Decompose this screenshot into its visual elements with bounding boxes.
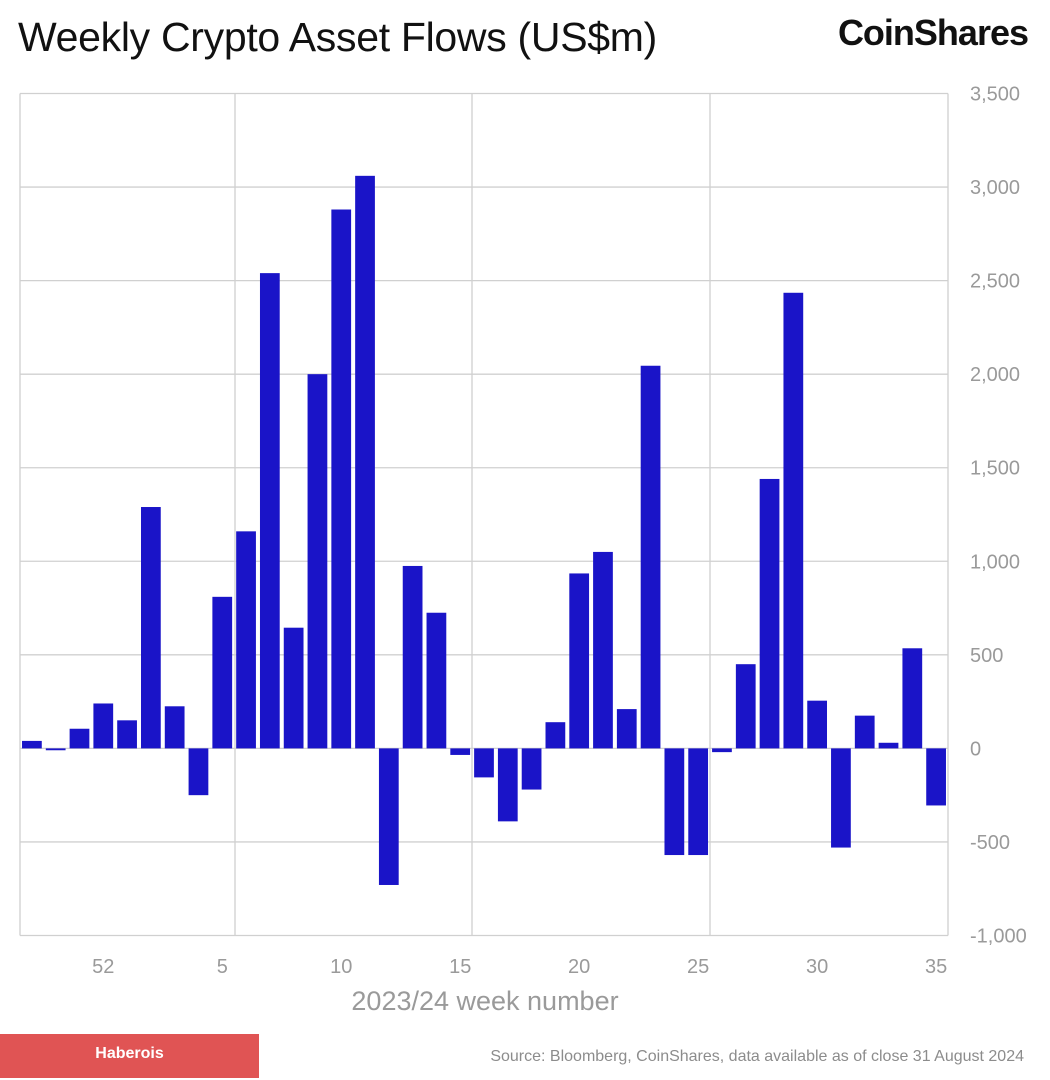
bar (854, 715, 875, 749)
bar (117, 720, 137, 749)
bar (307, 374, 328, 749)
bar (831, 748, 851, 848)
bar (902, 648, 923, 749)
bar (22, 740, 42, 749)
bar (926, 748, 946, 806)
bar (164, 706, 185, 749)
bar (45, 748, 66, 751)
bar (807, 700, 828, 749)
x-tick-label: 20 (568, 956, 590, 978)
bar (212, 596, 233, 749)
bar (378, 748, 399, 885)
bar-chart: 3,500 3,000 2,500 2,000 1,500 1,000 500 0 -500 -1… (19, 84, 1027, 978)
bar (569, 573, 590, 749)
bar (712, 748, 732, 753)
x-tick-label: 35 (925, 956, 947, 978)
bar (616, 709, 637, 749)
bar (593, 551, 613, 749)
bar (735, 664, 756, 749)
y-tick-label: 0 (970, 738, 981, 760)
x-axis-tick-labels: 52 5 10 15 20 25 30 35 (92, 956, 947, 978)
bar (759, 478, 780, 749)
y-axis-tick-labels: 3,500 3,000 2,500 2,000 1,500 1,000 500 0 -500 -1… (970, 84, 1027, 948)
bar (69, 728, 90, 749)
x-axis-label: 2023/24 week number (351, 986, 619, 1016)
y-tick-label: 3,000 (970, 177, 1020, 199)
horizontal-gridlines (20, 92, 948, 937)
y-tick-label: 2,000 (970, 364, 1020, 386)
bar (283, 627, 304, 749)
bar (140, 507, 161, 749)
x-tick-label: 25 (687, 956, 709, 978)
y-tick-label: -1,000 (970, 926, 1027, 948)
bar (188, 748, 209, 796)
bar (545, 722, 566, 749)
bar (259, 273, 280, 749)
watermark-badge: Haberois (0, 1034, 259, 1078)
bar (783, 292, 804, 749)
bar (521, 748, 542, 790)
bar (878, 742, 899, 749)
vertical-gridlines (19, 93, 949, 936)
bar-series (22, 175, 946, 885)
coinshares-logo: CoinShares (837, 12, 1029, 53)
bar (688, 748, 709, 856)
bar (236, 531, 256, 749)
x-tick-label: 30 (806, 956, 828, 978)
y-tick-label: 500 (970, 645, 1003, 667)
bar (93, 703, 114, 749)
bar (640, 365, 661, 749)
y-tick-label: -500 (970, 832, 1010, 854)
y-tick-label: 2,500 (970, 271, 1020, 293)
y-tick-label: 1,500 (970, 458, 1020, 480)
bar (355, 175, 375, 749)
source-note: Source: Bloomberg, CoinShares, data avai… (490, 1048, 1024, 1065)
bar (402, 565, 423, 749)
bar (497, 748, 518, 822)
bar (450, 748, 471, 755)
x-tick-label: 52 (92, 956, 114, 978)
x-tick-label: 15 (449, 956, 471, 978)
bar (664, 748, 685, 856)
chart-title: Weekly Crypto Asset Flows (US$m) (18, 14, 657, 60)
bar (474, 748, 494, 778)
bar (426, 612, 447, 749)
y-tick-label: 3,500 (970, 84, 1020, 106)
x-tick-label: 5 (217, 956, 228, 978)
bar (331, 209, 352, 749)
y-tick-label: 1,000 (970, 551, 1020, 573)
x-tick-label: 10 (330, 956, 352, 978)
